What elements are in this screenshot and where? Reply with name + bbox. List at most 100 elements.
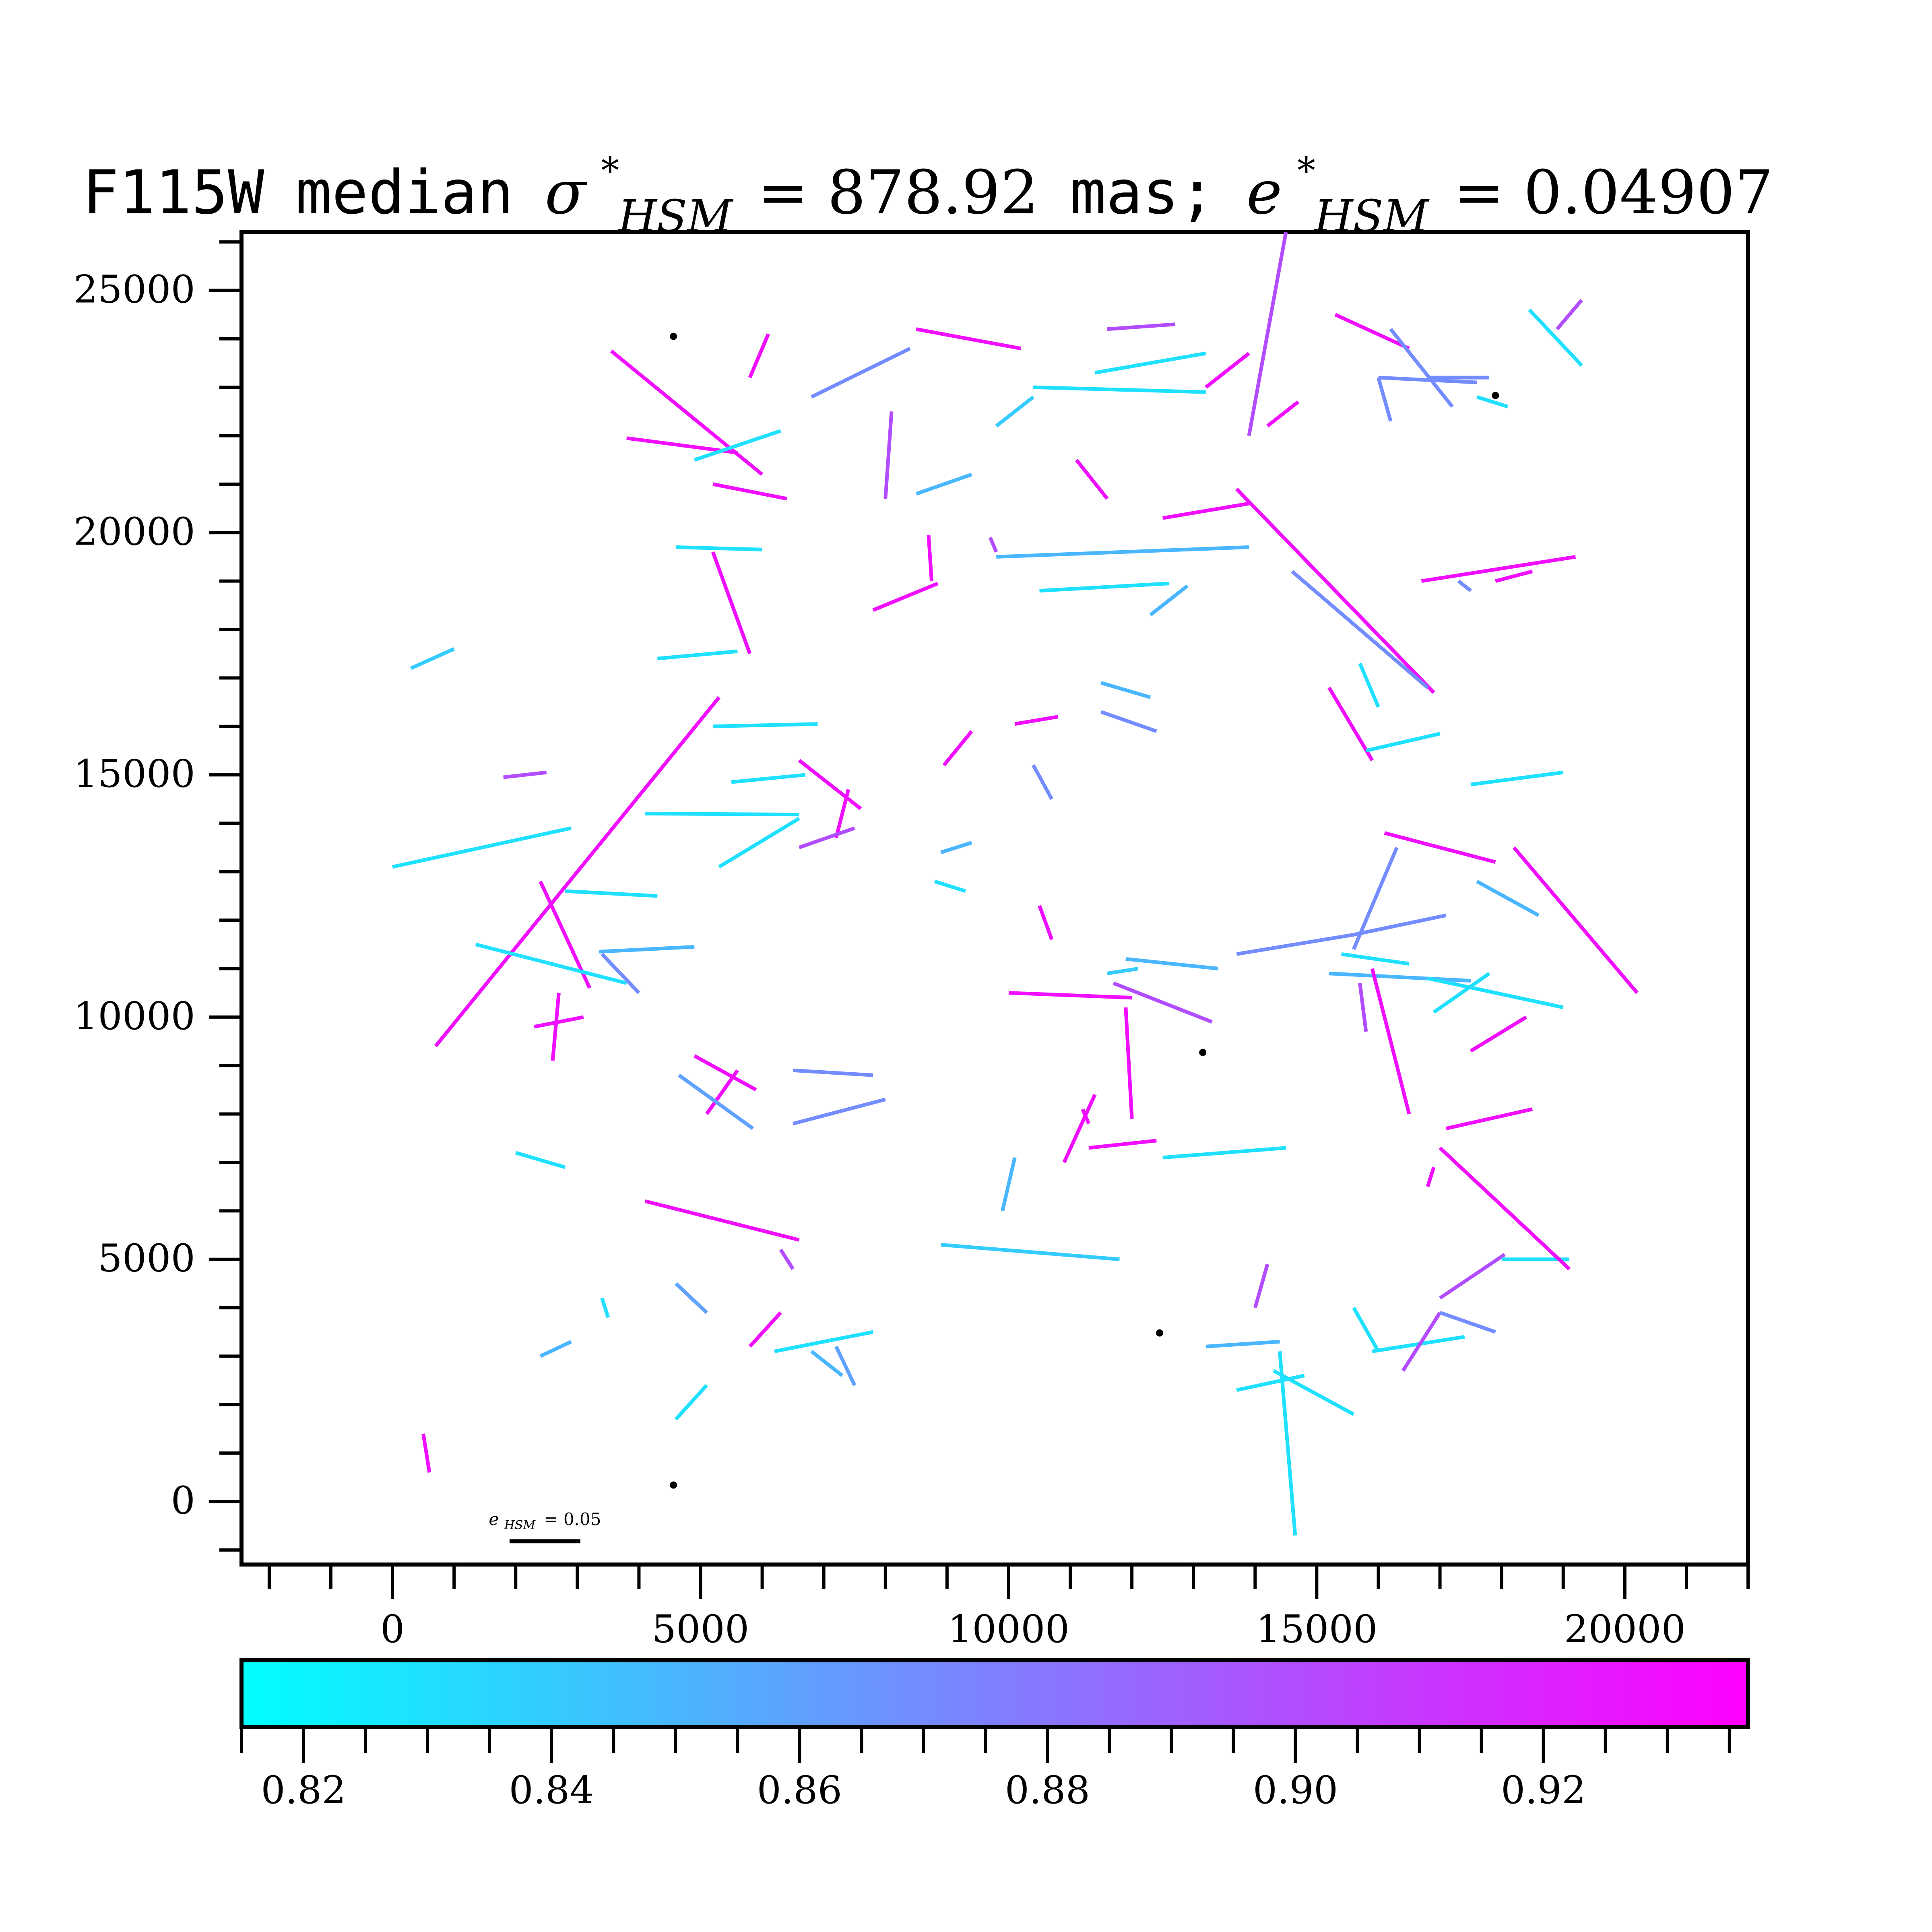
whisker bbox=[1439, 1146, 1571, 1271]
whisker bbox=[539, 1340, 572, 1358]
whisker bbox=[1457, 580, 1472, 592]
whisker bbox=[1100, 710, 1157, 733]
point-marker bbox=[1199, 1049, 1207, 1056]
whisker bbox=[1378, 376, 1477, 384]
whisker bbox=[1113, 981, 1213, 1024]
title-e-super: * bbox=[1297, 150, 1315, 192]
whisker bbox=[1352, 1307, 1380, 1352]
whisker bbox=[1370, 968, 1411, 1115]
whisker bbox=[779, 1249, 795, 1270]
point-marker bbox=[1492, 392, 1499, 399]
x-tick-label: 5000 bbox=[652, 1607, 749, 1651]
whisker bbox=[1162, 502, 1249, 520]
whisker bbox=[1358, 663, 1380, 708]
whisker bbox=[1555, 299, 1583, 330]
y-tick-label: 5000 bbox=[98, 1236, 195, 1281]
whisker bbox=[1149, 584, 1189, 617]
colorbar-tick-label: 0.88 bbox=[1005, 1768, 1090, 1812]
whisker bbox=[718, 817, 800, 869]
whisker bbox=[475, 942, 627, 985]
whisker bbox=[872, 582, 939, 612]
whisker bbox=[940, 841, 972, 854]
x-axis: 0 5000 10000 15000 20000 bbox=[242, 1563, 1750, 1651]
whisker bbox=[515, 1151, 566, 1169]
reference-key: e HSM = 0.05 bbox=[489, 1509, 601, 1544]
zero-length-points bbox=[670, 332, 1499, 1489]
whisker bbox=[1014, 715, 1059, 726]
whisker bbox=[434, 696, 720, 1047]
whisker bbox=[792, 1098, 886, 1126]
whisker bbox=[1341, 952, 1410, 966]
key-label-symbol: e bbox=[489, 1509, 499, 1529]
title-median: median bbox=[295, 158, 514, 228]
title-e-value: = 0.04907 bbox=[1454, 158, 1773, 228]
whisker bbox=[996, 545, 1249, 559]
whisker bbox=[1528, 308, 1583, 367]
whisker bbox=[1033, 385, 1206, 394]
whisker bbox=[1094, 351, 1206, 375]
whisker bbox=[600, 1297, 610, 1318]
key-label-sub: HSM bbox=[504, 1518, 536, 1532]
whisker bbox=[1470, 1016, 1527, 1053]
whisker bbox=[1205, 1340, 1280, 1348]
whisker bbox=[1358, 983, 1368, 1032]
whisker bbox=[1273, 1369, 1355, 1416]
whisker bbox=[942, 730, 973, 766]
whisker bbox=[1124, 1007, 1134, 1119]
whisker bbox=[1266, 400, 1300, 427]
whisker bbox=[1384, 831, 1496, 864]
whisker bbox=[410, 647, 455, 670]
whisker bbox=[392, 826, 572, 869]
colorbar-tick-label: 0.82 bbox=[261, 1768, 346, 1812]
whisker bbox=[1426, 1166, 1436, 1187]
y-tick-label: 10000 bbox=[74, 994, 195, 1038]
whisker bbox=[713, 722, 818, 729]
whisker bbox=[1075, 458, 1109, 500]
whisker bbox=[1039, 582, 1169, 593]
whisker bbox=[798, 826, 855, 849]
whisker bbox=[1205, 352, 1250, 389]
whisker bbox=[565, 889, 658, 898]
y-tick-label: 20000 bbox=[74, 510, 195, 554]
whisker bbox=[1377, 377, 1393, 422]
whisker bbox=[798, 759, 862, 810]
whisker bbox=[1088, 1139, 1157, 1150]
point-marker bbox=[670, 332, 677, 340]
whisker bbox=[1476, 879, 1540, 917]
whisker bbox=[675, 1282, 708, 1314]
whisker bbox=[834, 1346, 857, 1386]
chart-title: F115W median σ * HSM = 878.92 mas; e * H… bbox=[83, 130, 1773, 245]
title-e-symbol: e bbox=[1247, 158, 1282, 228]
whisker bbox=[1439, 1253, 1506, 1300]
x-tick-label: 10000 bbox=[948, 1607, 1069, 1651]
whisker bbox=[1062, 1094, 1097, 1163]
y-tick-label: 25000 bbox=[74, 267, 195, 312]
whisker bbox=[1476, 395, 1509, 409]
whisker bbox=[694, 1054, 757, 1092]
x-tick-label: 0 bbox=[380, 1607, 405, 1651]
whisker bbox=[1081, 1108, 1091, 1125]
whisker bbox=[1401, 1311, 1442, 1372]
whisker bbox=[599, 945, 695, 954]
whisker bbox=[988, 537, 998, 553]
title-sigma-value: = 878.92 bbox=[758, 158, 1038, 228]
colorbar-tick-label: 0.84 bbox=[509, 1768, 594, 1812]
whisker bbox=[1365, 732, 1441, 753]
whisker bbox=[645, 811, 799, 817]
x-tick-label: 15000 bbox=[1256, 1607, 1377, 1651]
whisker bbox=[748, 333, 770, 378]
colorbar bbox=[239, 1658, 1750, 1729]
whisker bbox=[995, 395, 1034, 427]
whisker bbox=[1038, 905, 1054, 940]
whisker bbox=[1107, 967, 1139, 976]
whisker-vectors bbox=[392, 232, 1639, 1536]
whisker bbox=[678, 1073, 754, 1130]
whisker bbox=[1327, 687, 1374, 762]
title-sigma-unit: mas; bbox=[1070, 158, 1215, 228]
whisker bbox=[1278, 1351, 1297, 1536]
whisker bbox=[916, 327, 1022, 351]
key-label-value: = 0.05 bbox=[544, 1509, 601, 1529]
whisker bbox=[1235, 487, 1435, 694]
whisker bbox=[1421, 555, 1576, 583]
whisker bbox=[676, 545, 762, 551]
